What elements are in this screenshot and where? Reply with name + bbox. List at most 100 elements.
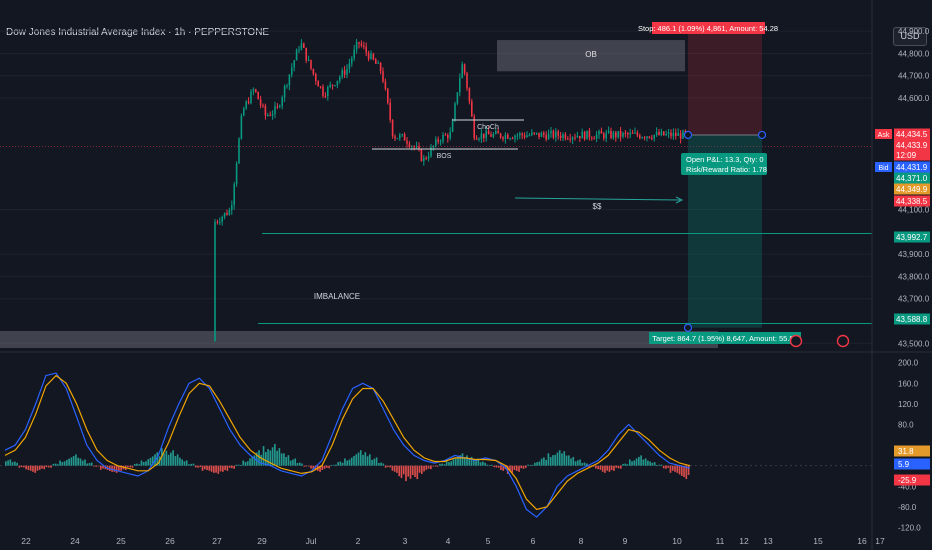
histogram-bar <box>185 460 188 466</box>
candle <box>526 135 528 138</box>
histogram-bar <box>5 461 7 466</box>
histogram-bar <box>470 456 473 466</box>
candle <box>483 133 485 139</box>
histogram-bar <box>25 465 28 470</box>
histogram-bar <box>445 460 448 466</box>
histogram-bar <box>558 450 561 466</box>
time-tick: 15 <box>813 536 823 546</box>
histogram-bar <box>509 465 511 472</box>
histogram-bar <box>420 465 423 474</box>
histogram-bar <box>477 458 480 466</box>
histogram-bar <box>522 465 525 469</box>
histogram-bar <box>671 465 674 471</box>
histogram-bar <box>448 462 450 466</box>
histogram-bar <box>563 451 566 466</box>
candle <box>552 130 555 138</box>
candle <box>341 70 343 77</box>
candle <box>269 115 271 117</box>
event-marker-icon <box>789 334 803 348</box>
histogram-bar <box>631 461 633 466</box>
histogram-bar <box>599 465 602 470</box>
histogram-bar <box>63 461 66 466</box>
histogram-bar <box>515 465 518 471</box>
histogram-bar <box>113 465 116 472</box>
histogram-bar <box>140 460 143 466</box>
histogram-bar <box>436 465 439 467</box>
histogram-bar <box>332 464 335 466</box>
price-tick: 43,500.0 <box>898 339 930 348</box>
candle <box>454 103 456 121</box>
candle <box>612 132 615 138</box>
histogram-bar <box>430 465 432 470</box>
currency-button[interactable]: USD <box>893 27 927 46</box>
time-tick: 17 <box>875 536 885 546</box>
candle <box>430 147 432 157</box>
candle <box>379 62 382 72</box>
histogram-bar <box>554 454 557 466</box>
histogram-bar <box>183 461 186 466</box>
candle <box>336 80 339 86</box>
histogram-bar <box>552 455 554 466</box>
candle <box>615 132 617 138</box>
histogram-bar <box>439 463 441 466</box>
histogram-bar <box>619 465 622 469</box>
candle <box>550 130 552 134</box>
candle <box>461 64 463 79</box>
candle <box>317 80 319 87</box>
histogram-bar <box>242 460 245 466</box>
histogram-bar <box>192 463 195 466</box>
histogram-bar <box>486 464 489 466</box>
time-tick: 10 <box>672 536 682 546</box>
candle <box>387 88 389 103</box>
candle <box>636 132 639 136</box>
histogram-bar <box>534 462 536 466</box>
price-badge-label: 44,338.5 <box>896 197 928 206</box>
candle <box>540 133 543 137</box>
candle <box>643 137 646 139</box>
histogram-bar <box>581 463 584 466</box>
candle <box>485 130 487 139</box>
histogram-bar <box>536 462 538 466</box>
histogram-bar <box>27 465 30 471</box>
price-badge <box>894 231 930 243</box>
imbalance-zone <box>0 331 718 348</box>
histogram-bar <box>592 465 595 467</box>
histogram-bar <box>660 464 663 466</box>
histogram-bar <box>287 455 290 466</box>
candle <box>353 49 355 59</box>
candle <box>624 132 627 134</box>
price-badge <box>894 139 930 151</box>
candle <box>391 119 394 137</box>
histogram-bar <box>262 446 265 466</box>
histogram-bar <box>149 457 152 466</box>
histogram-bar <box>244 462 247 466</box>
histogram-bar <box>79 458 82 466</box>
histogram-bar <box>237 464 240 466</box>
candle <box>235 163 238 185</box>
histogram-bar <box>36 465 39 471</box>
candle <box>579 135 581 139</box>
candle <box>492 133 495 137</box>
histogram-bar <box>400 465 403 479</box>
histogram-bar <box>292 459 294 466</box>
histogram-bar <box>418 465 421 473</box>
histogram-bar <box>416 465 419 480</box>
candle <box>607 130 610 133</box>
candle <box>243 108 245 116</box>
histogram-bar <box>518 465 520 472</box>
histogram-bar <box>285 457 287 466</box>
histogram-bar <box>576 460 579 466</box>
osc-tick: 160.0 <box>898 379 919 388</box>
histogram-bar <box>472 460 475 466</box>
candle <box>425 157 427 159</box>
candle <box>322 86 324 96</box>
price-badge <box>894 161 930 173</box>
candle <box>250 91 252 104</box>
liquidity-arrowhead <box>675 196 684 204</box>
histogram-bar <box>163 453 165 466</box>
levels: BOS ChoCh $$ IMBALANCE <box>0 119 872 325</box>
candle <box>255 89 257 92</box>
candle <box>595 134 598 139</box>
histogram-bar <box>111 465 113 472</box>
